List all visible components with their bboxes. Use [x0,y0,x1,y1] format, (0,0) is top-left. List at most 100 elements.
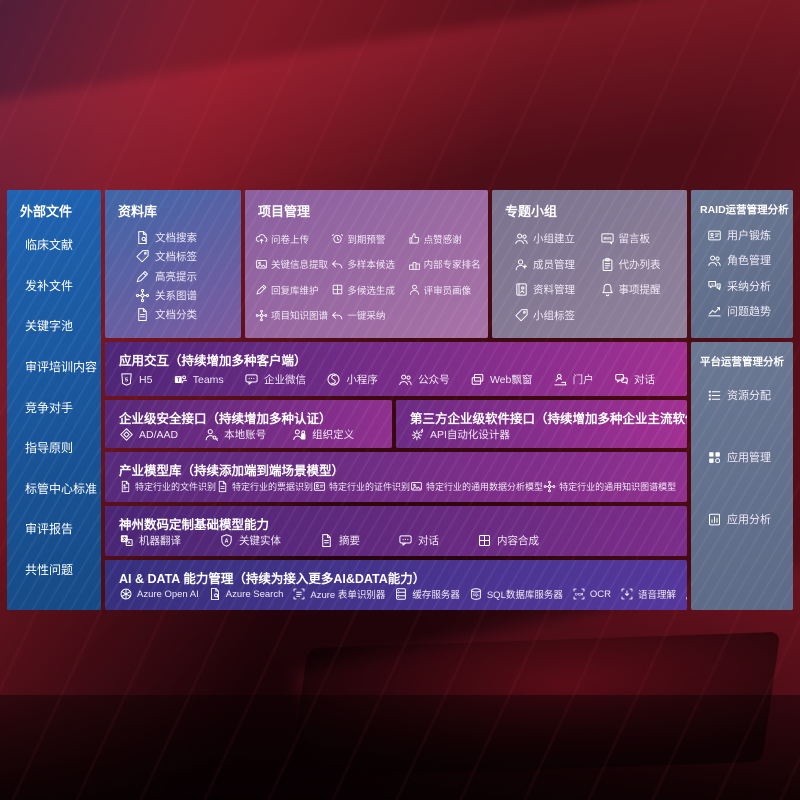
panel-project-management: 项目管理 问卷上传 关键信息提取 回复库维护 项目知识图谱 [245,190,488,338]
capability-item: 企业微信 [244,372,306,387]
row-title: AI & DATA 能力管理（持续为接入更多AI&DATA能力） [119,572,426,586]
item-label: 资料管理 [533,284,575,297]
svg-text:OCR: OCR [575,593,584,597]
person-add-icon [514,257,529,272]
capability-item: 内部专家排名 [408,252,484,278]
id-card-icon [707,228,722,243]
item-label: 特定行业的票据识别 [232,482,314,492]
graph-icon [135,288,150,303]
capability-item: 文档搜索 [135,230,237,245]
item-label: 问题趋势 [727,305,771,318]
capability-item: Azure Search [208,587,284,601]
item-label: 门户 [572,374,594,386]
panel-title: 专题小组 [505,204,558,219]
chat-dots-icon [244,372,259,387]
grid-icon [477,533,492,548]
capability-item: Azure Open AI [119,587,199,601]
svg-text:A: A [225,538,229,544]
capability-item: 角色管理 [707,252,789,268]
svg-text:T: T [176,378,180,384]
bbs-icon: BBS [600,231,615,246]
tag-icon [135,249,150,264]
panel-topic-group: 专题小组 小组建立 成员管理 资料管理 小组标签 BBS [492,190,687,338]
capability-item: 5 H5 [119,372,152,387]
openai-icon [119,587,133,601]
capability-item: 事项提醒 [600,277,686,303]
trend-icon [707,303,722,318]
capability-item: 语音理解 [620,587,676,601]
id-card-icon [313,480,326,493]
row-title: 企业级安全接口（持续增加多种认证） [119,412,332,426]
capability-item: 摘要 [319,533,360,548]
capability-item: 项目知识图谱 [255,303,331,329]
capability-item: TTS [685,587,687,601]
row-aidata-management: AI & DATA 能力管理（持续为接入更多AI&DATA能力） Azure O… [105,560,687,610]
thumbs-up-icon [408,232,421,245]
sidebar-item: 标管中心标准 [25,481,98,496]
svg-text:5: 5 [125,377,128,383]
cloud-upload-icon [255,232,268,245]
graph-icon [543,480,556,493]
panel-title: RAID运营管理分析 [700,204,789,216]
item-label: 关系图谱 [155,289,197,302]
people-icon [514,231,529,246]
project-list: 问卷上传 关键信息提取 回复库维护 项目知识图谱 到期预警 [245,220,488,336]
speech-icon [620,587,634,601]
item-label: 对话 [633,374,655,386]
item-label: 缓存服务器 [412,590,460,601]
capability-item: 成员管理 [514,252,600,278]
teams-icon: T [173,372,188,387]
item-label: 高亮提示 [155,270,197,283]
item-label: 关键信息提取 [271,260,329,272]
item-label: 对话 [418,535,439,547]
image-frame-icon [255,258,268,271]
item-label: 语音理解 [637,590,676,601]
item-label: 问卷上传 [271,234,310,246]
panel-platform-analysis: 平台运营管理分析 资源分配 应用管理 应用分析 [691,342,793,610]
item-label: 小组建立 [533,233,575,246]
item-label: Azure Search [225,588,284,600]
item-label: AD/AAD [139,428,179,441]
capability-item: 回复库维护 [255,277,331,303]
item-label: 角色管理 [727,255,771,268]
capability-item: 门户 [553,372,594,387]
capability-item: Azure 表单识别器 [292,587,385,601]
capability-item: 评审员画像 [408,277,484,303]
alarm-icon [331,232,344,245]
image-frame-icon [410,480,423,493]
item-label: 小组标签 [533,309,575,322]
back-arrow-icon [331,309,344,322]
capability-item: 多候选生成 [331,277,407,303]
row-industry-models: 产业模型库（持续添加端到端场景模型） 特定行业的文件识别 特定行业的票据识别 特… [105,452,687,502]
capability-item: 文档标签 [135,249,237,264]
item-label: 留言板 [618,233,651,246]
doc-search-icon [208,587,222,601]
row-title: 第三方企业级软件接口（持续增加多种企业主流软件接口） [410,412,687,426]
row-title: 产业模型库（持续添加端到端场景模型） [119,464,345,478]
item-label: Web飘窗 [489,374,533,386]
capability-item: 应用分析 [707,511,789,527]
row-app-interaction: 应用交互（持续增加多种客户端） 5 H5 T Teams 企业微信 [105,342,687,396]
item-label: 代办列表 [618,258,661,271]
item-label: 摘要 [339,535,360,547]
capability-item: 本地账号 [204,427,266,442]
person-icon [408,283,421,296]
ocr-icon: OCR [572,587,586,601]
item-label: 特定行业的证件识别 [329,482,411,492]
item-label: 成员管理 [533,258,575,271]
item-label: H5 [139,373,153,386]
external-files-list: 临床文献 发补文件 关键字池 审评培训内容 竞争对手 指导原则 标管中心标准 审… [7,220,101,592]
item-label: 项目知识图谱 [271,311,329,323]
ranking-icon [408,258,421,271]
capability-item: 特定行业的文件识别 [119,480,216,493]
item-label: 特定行业的通用知识图谱模型 [559,482,677,492]
capability-item: 应用管理 [707,449,789,465]
capability-item: 特定行业的通用知识图谱模型 [543,480,676,493]
row-security-interface: 企业级安全接口（持续增加多种认证） AD/AAD 本地账号 组织定义 [105,400,392,448]
panel-title: 平台运营管理分析 [700,356,784,368]
capability-item: API自动化设计器 [410,427,510,442]
item-label: 多样本候选 [347,260,395,272]
graph-icon [255,309,268,322]
